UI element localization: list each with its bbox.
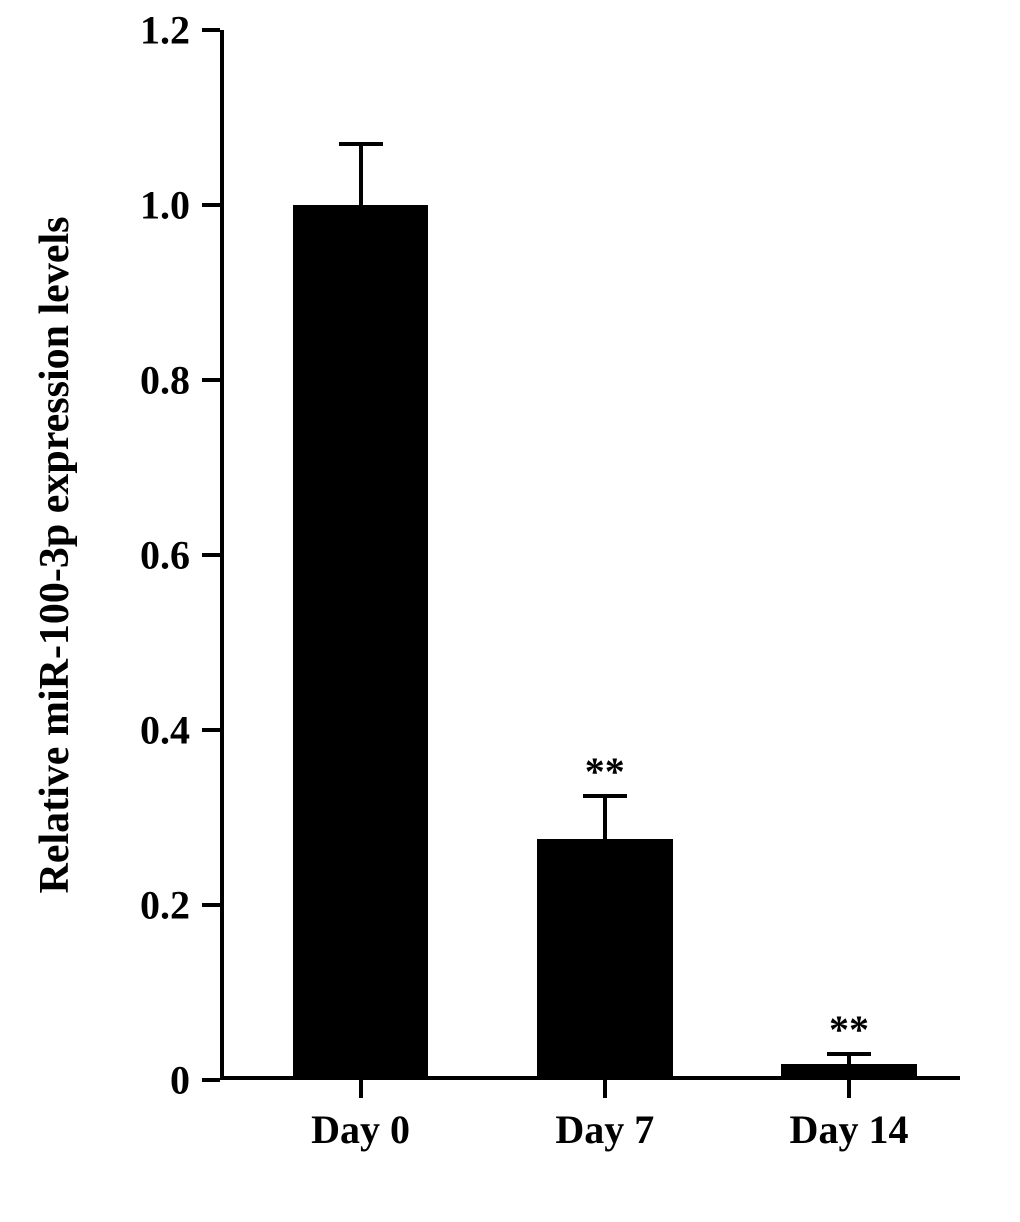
x-tick-label: Day 0 [311,1106,410,1153]
error-bar [359,144,363,205]
error-cap [339,142,383,146]
bar [293,205,429,1080]
y-tick [202,28,220,32]
bar [781,1064,917,1080]
y-tick-label: 0.8 [0,357,190,404]
x-tick [603,1080,607,1098]
significance-mark: ** [585,748,625,795]
x-tick-label: Day 7 [555,1106,654,1153]
y-axis-label: Relative miR-100-3p expression levels [31,217,79,894]
x-tick [847,1080,851,1098]
x-tick [359,1080,363,1098]
y-tick-label: 0.6 [0,532,190,579]
error-bar [603,796,607,840]
y-tick [202,378,220,382]
y-tick-label: 1.2 [0,7,190,54]
y-tick [202,728,220,732]
y-tick-label: 1.0 [0,182,190,229]
y-tick-label: 0 [0,1057,190,1104]
y-tick [202,1078,220,1082]
bar-chart: 0 0.2 0.4 0.6 0.8 1.0 1.2 Relative miR-100-3p e… [0,0,1020,1222]
y-tick-label: 0.2 [0,882,190,929]
x-tick-label: Day 14 [790,1106,909,1153]
y-tick [202,903,220,907]
y-tick-label: 0.4 [0,707,190,754]
y-tick [202,203,220,207]
bar [537,839,673,1080]
significance-mark: ** [829,1006,869,1053]
y-tick [202,553,220,557]
